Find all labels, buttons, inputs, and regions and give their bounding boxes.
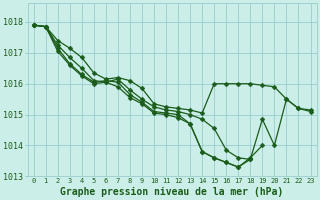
X-axis label: Graphe pression niveau de la mer (hPa): Graphe pression niveau de la mer (hPa) xyxy=(60,186,284,197)
